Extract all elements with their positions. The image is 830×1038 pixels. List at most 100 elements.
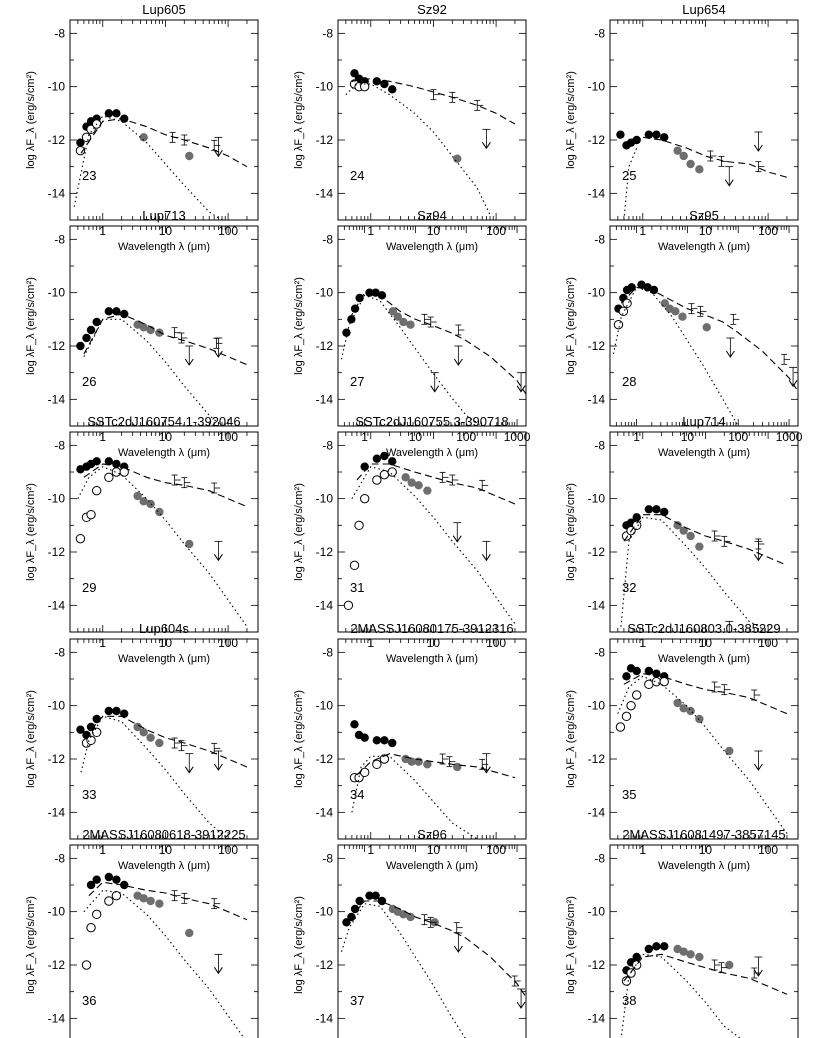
y-tick-label: -14 xyxy=(588,805,606,819)
upper-limit-arrow xyxy=(753,969,763,977)
x-tick-label: 1 xyxy=(639,224,646,238)
y-tick-label: -14 xyxy=(48,392,66,406)
plot-frame xyxy=(337,638,527,840)
y-tick-label: -14 xyxy=(316,805,334,819)
data-layer xyxy=(620,505,788,632)
open-photometry-point xyxy=(91,727,102,738)
filled-photometry-point xyxy=(120,309,129,319)
filled-photometry-point xyxy=(86,880,96,890)
open-photometry-point xyxy=(75,533,86,544)
y-tick-label: -12 xyxy=(316,752,334,766)
filled-photometry-point xyxy=(644,944,654,954)
filled-photometry-point xyxy=(377,291,387,300)
filled-photometry-point xyxy=(120,880,129,890)
upper-limit-arrow xyxy=(453,358,463,366)
plot-frame xyxy=(609,225,799,427)
grey-photometry-point xyxy=(679,151,688,161)
panel-title: Sz94 xyxy=(417,208,447,223)
panel-title: Sz95 xyxy=(689,208,719,223)
y-tick-label: -14 xyxy=(316,598,334,612)
y-tick-label: -10 xyxy=(48,492,66,506)
y-tick-label: -10 xyxy=(316,492,334,506)
grey-photometry-point xyxy=(671,307,680,316)
y-tick-label: -8 xyxy=(322,438,333,452)
x-axis-label: Wavelength λ (μm) xyxy=(118,447,210,459)
upper-limit-arrow xyxy=(725,350,735,358)
y-tick-label: -8 xyxy=(594,26,605,40)
y-tick-label: -12 xyxy=(588,752,606,766)
disk-model-line xyxy=(83,313,248,366)
upper-limit-arrow xyxy=(430,385,440,393)
x-tick-label: 100 xyxy=(486,843,506,857)
panel-number: 23 xyxy=(82,168,96,183)
open-photometry-point xyxy=(387,467,397,477)
y-tick-label: -10 xyxy=(48,286,66,300)
data-layer xyxy=(343,451,516,625)
grey-photometry-point xyxy=(453,154,462,163)
grey-photometry-point xyxy=(407,478,416,487)
y-tick-label: -10 xyxy=(588,286,606,300)
x-axis-label: Wavelength λ (μm) xyxy=(386,241,478,253)
grey-photometry-point xyxy=(155,507,164,517)
grey-photometry-point xyxy=(695,542,704,551)
disk-model-line xyxy=(623,136,788,178)
filled-photometry-point xyxy=(660,133,669,142)
y-tick-label: -12 xyxy=(48,958,66,972)
grey-photometry-point xyxy=(146,896,155,906)
filled-photometry-point xyxy=(371,891,380,900)
y-tick-label: -8 xyxy=(594,438,605,452)
data-layer xyxy=(75,457,248,628)
filled-photometry-point xyxy=(112,459,121,469)
filled-photometry-point xyxy=(365,288,374,297)
y-tick-label: -10 xyxy=(48,905,66,919)
upper-limit-arrow xyxy=(453,945,463,953)
filled-photometry-point xyxy=(342,918,351,927)
x-tick-label: 10 xyxy=(409,430,423,444)
data-layer xyxy=(340,891,526,1038)
filled-photometry-point xyxy=(104,706,114,716)
photosphere-model-line xyxy=(340,903,466,1038)
y-tick-label: -12 xyxy=(48,133,66,147)
disk-model-line xyxy=(348,900,526,998)
plot-frame xyxy=(609,638,799,840)
y-axis-label: log λF_λ (erg/s/cm²) xyxy=(25,277,37,375)
photosphere-model-line xyxy=(80,715,229,839)
y-tick-label: -8 xyxy=(594,645,605,659)
y-tick-label: -14 xyxy=(48,1011,66,1025)
open-photometry-point xyxy=(111,890,122,901)
grey-photometry-point xyxy=(695,165,704,174)
data-layer xyxy=(615,664,788,835)
open-photometry-point xyxy=(659,676,669,687)
y-tick-label: -12 xyxy=(316,545,334,559)
x-axis-label: Wavelength λ (μm) xyxy=(658,241,750,253)
disk-model-line xyxy=(80,118,248,168)
filled-photometry-point xyxy=(350,720,359,729)
open-photometry-point xyxy=(613,319,624,330)
panel-number: 32 xyxy=(622,580,636,595)
panel-title: Lup605 xyxy=(142,2,185,17)
filled-photometry-point xyxy=(652,130,661,139)
y-axis-label: log λF_λ (erg/s/cm²) xyxy=(565,483,577,581)
x-tick-label: 1000 xyxy=(504,430,531,444)
panel-number: 36 xyxy=(82,993,96,1008)
y-tick-label: -10 xyxy=(316,80,334,94)
open-photometry-point xyxy=(104,896,114,906)
filled-photometry-point xyxy=(360,462,369,471)
grey-photometry-point xyxy=(185,539,194,549)
photosphere-model-line xyxy=(345,83,491,215)
sed-panel-34: 2MASSJ16080175-3912316 34 1 10 100 -8 -10 -12 -1… xyxy=(293,621,527,872)
open-photometry-point xyxy=(86,735,96,746)
grey-photometry-point xyxy=(679,526,688,535)
panel-title: SSTc2dJ160803.0-385229 xyxy=(627,621,780,636)
filled-photometry-point xyxy=(112,875,121,884)
y-axis-label: log λF_λ (erg/s/cm²) xyxy=(293,277,305,375)
x-tick-label: 10 xyxy=(427,843,441,857)
filled-photometry-point xyxy=(632,513,641,522)
photosphere-model-line xyxy=(77,466,248,628)
y-tick-label: -8 xyxy=(54,851,65,865)
y-tick-label: -8 xyxy=(54,645,65,659)
open-photometry-point xyxy=(91,909,102,920)
y-axis-label: log λF_λ (erg/s/cm²) xyxy=(565,277,577,375)
y-axis-label: log λF_λ (erg/s/cm²) xyxy=(565,896,577,994)
